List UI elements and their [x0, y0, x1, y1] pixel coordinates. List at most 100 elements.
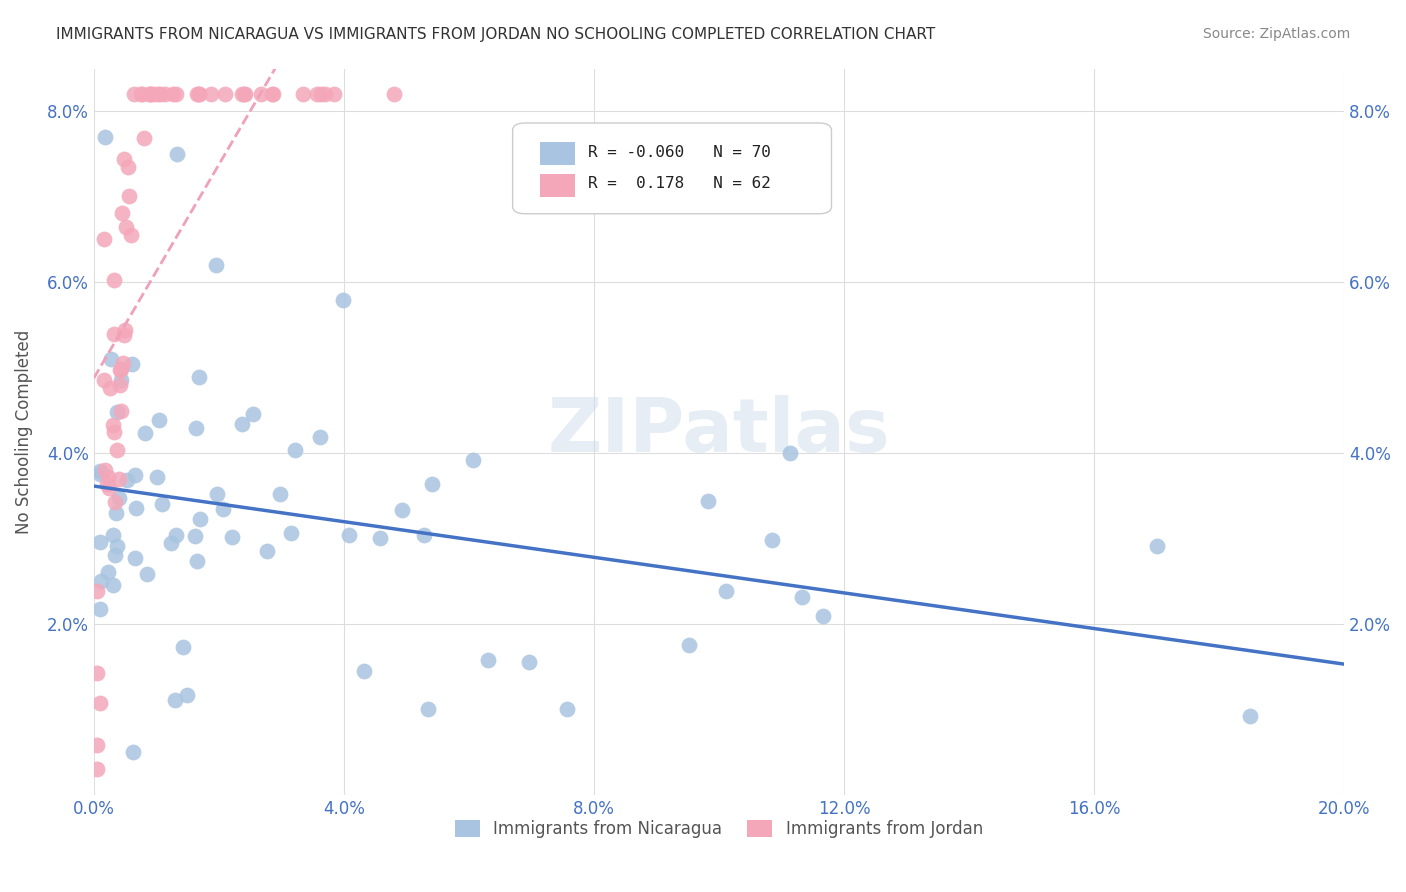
- Point: [779, 446, 801, 460]
- Point: [322, 87, 344, 102]
- Point: [422, 476, 444, 491]
- Point: [477, 653, 499, 667]
- Point: [101, 528, 124, 542]
- Point: [138, 87, 160, 102]
- Point: [96, 476, 118, 491]
- Point: [309, 430, 332, 444]
- Point: [412, 527, 434, 541]
- Point: [418, 702, 440, 716]
- Point: [150, 497, 173, 511]
- Point: [110, 404, 132, 418]
- Point: [280, 525, 302, 540]
- Point: [98, 381, 121, 395]
- Point: [811, 609, 834, 624]
- Point: [284, 442, 307, 457]
- Point: [86, 665, 108, 680]
- Point: [186, 553, 208, 567]
- Point: [122, 87, 145, 102]
- Point: [129, 87, 152, 102]
- Point: [163, 693, 186, 707]
- Point: [89, 602, 111, 616]
- Point: [159, 536, 181, 550]
- Point: [212, 502, 235, 516]
- Point: [139, 87, 162, 102]
- Point: [108, 472, 131, 486]
- Point: [105, 405, 128, 419]
- Point: [104, 548, 127, 562]
- Point: [233, 87, 256, 102]
- Point: [132, 131, 155, 145]
- Point: [97, 470, 120, 484]
- Point: [761, 533, 783, 548]
- Point: [103, 326, 125, 341]
- Text: Source: ZipAtlas.com: Source: ZipAtlas.com: [1202, 27, 1350, 41]
- Text: IMMIGRANTS FROM NICARAGUA VS IMMIGRANTS FROM JORDAN NO SCHOOLING COMPLETED CORRE: IMMIGRANTS FROM NICARAGUA VS IMMIGRANTS …: [56, 27, 935, 42]
- Point: [89, 464, 111, 478]
- Point: [124, 467, 146, 482]
- Point: [186, 421, 208, 435]
- Point: [172, 640, 194, 654]
- Point: [162, 87, 184, 102]
- Point: [121, 357, 143, 371]
- Text: R = -0.060   N = 70: R = -0.060 N = 70: [588, 145, 770, 160]
- Point: [188, 369, 211, 384]
- Point: [121, 745, 143, 759]
- Point: [143, 87, 166, 102]
- Point: [139, 87, 162, 102]
- Point: [114, 323, 136, 337]
- Point: [112, 153, 135, 167]
- Point: [117, 189, 139, 203]
- Point: [86, 584, 108, 599]
- FancyBboxPatch shape: [540, 174, 575, 197]
- Point: [120, 228, 142, 243]
- Point: [112, 327, 135, 342]
- Point: [557, 702, 579, 716]
- Point: [89, 467, 111, 481]
- Point: [146, 470, 169, 484]
- Point: [256, 544, 278, 558]
- Point: [131, 87, 153, 102]
- Point: [232, 87, 254, 102]
- Point: [186, 87, 208, 102]
- Point: [115, 219, 138, 234]
- Text: ZIPatlas: ZIPatlas: [547, 395, 890, 468]
- Point: [146, 87, 169, 102]
- Point: [111, 206, 134, 220]
- Point: [105, 443, 128, 458]
- FancyBboxPatch shape: [513, 123, 831, 214]
- Point: [105, 507, 128, 521]
- Point: [262, 87, 284, 102]
- Point: [135, 566, 157, 581]
- Point: [86, 762, 108, 776]
- Point: [332, 293, 354, 307]
- Point: [231, 87, 253, 102]
- Point: [242, 407, 264, 421]
- Point: [108, 362, 131, 376]
- Point: [117, 473, 139, 487]
- Point: [269, 486, 291, 500]
- Point: [125, 501, 148, 516]
- Point: [97, 565, 120, 579]
- Point: [103, 273, 125, 287]
- Point: [110, 362, 132, 376]
- Point: [89, 696, 111, 710]
- Point: [339, 528, 361, 542]
- Point: [353, 665, 375, 679]
- Point: [97, 482, 120, 496]
- Point: [94, 129, 117, 144]
- Point: [187, 87, 209, 102]
- Point: [153, 87, 176, 102]
- Point: [93, 373, 115, 387]
- Point: [307, 87, 329, 102]
- Point: [262, 87, 284, 102]
- Point: [108, 377, 131, 392]
- Point: [697, 493, 720, 508]
- Point: [112, 356, 135, 370]
- Point: [249, 87, 271, 102]
- Point: [391, 502, 413, 516]
- Point: [461, 452, 484, 467]
- Point: [292, 87, 315, 102]
- Point: [716, 584, 738, 599]
- Y-axis label: No Schooling Completed: No Schooling Completed: [15, 329, 32, 533]
- Point: [89, 534, 111, 549]
